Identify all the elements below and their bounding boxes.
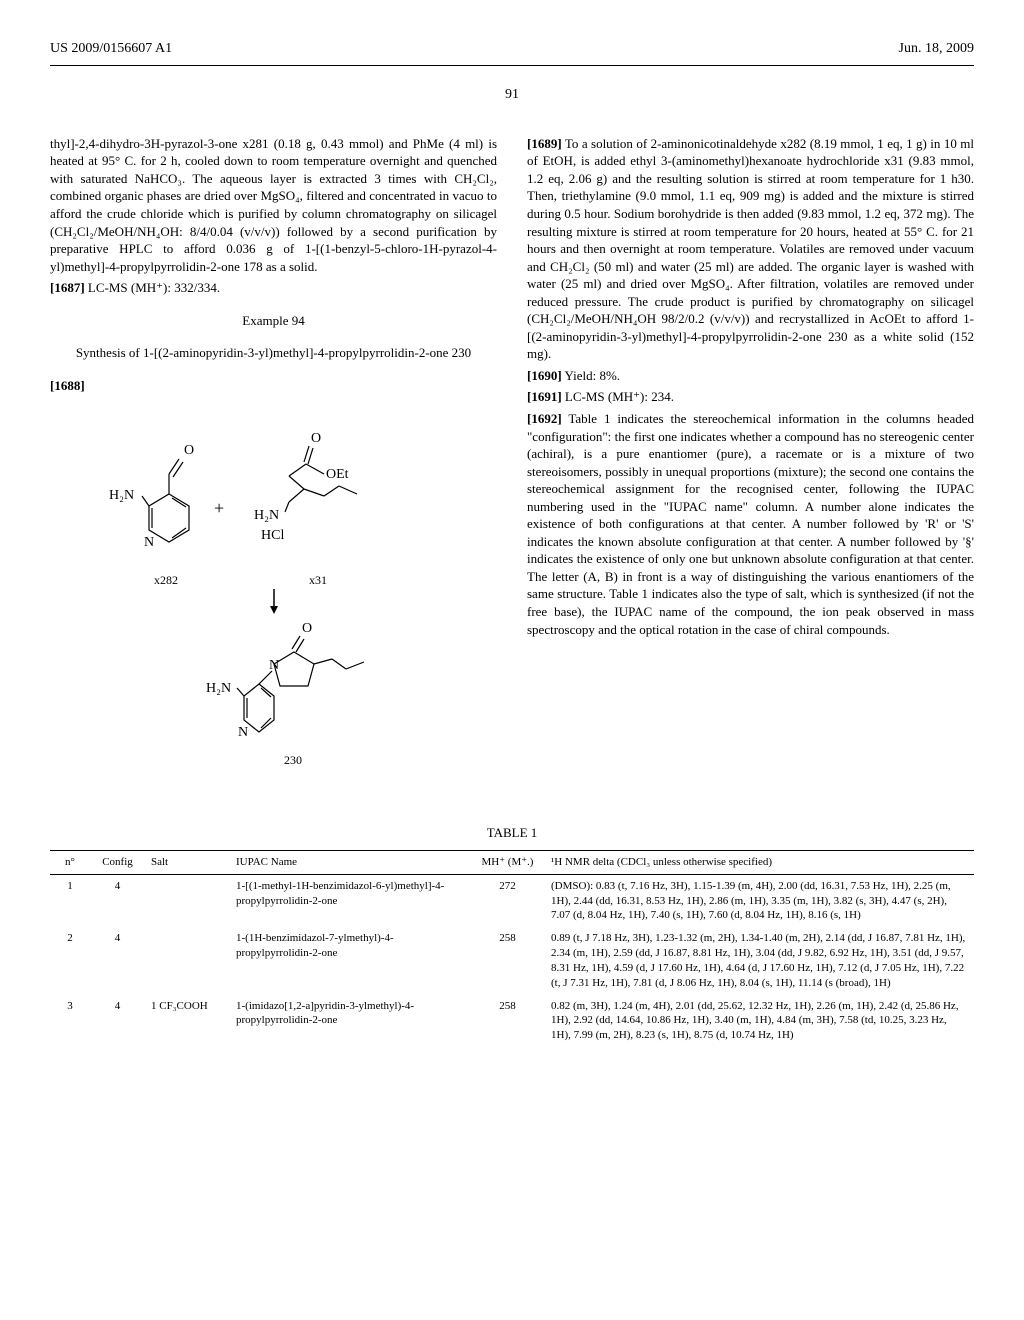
para-number: [1690]: [527, 368, 562, 383]
main-content: thyl]-2,4-dihydro-3H-pyrazol-3-one x281 …: [50, 135, 974, 795]
page-number: 91: [50, 86, 974, 105]
header-nmr: ¹H NMR delta (CDCl₃ unless otherwise spe…: [545, 850, 974, 874]
paragraph-1691: [1691] LC-MS (MH⁺): 234.: [527, 388, 974, 406]
right-column: [1689] To a solution of 2-aminonicotinal…: [527, 135, 974, 795]
table-header-row: n° Config Salt IUPAC Name MH⁺ (M⁺.) ¹H N…: [50, 850, 974, 874]
structure-diagram: O N H₂N x282: [84, 414, 464, 774]
cell-salt: [145, 874, 230, 927]
cell-mh: 258: [470, 995, 545, 1048]
para-number: [1688]: [50, 378, 85, 393]
cell-mh: 272: [470, 874, 545, 927]
structure-x31: O OEt H₂N: [254, 431, 357, 543]
para-text: To a solution of 2-aminonicotinaldehyde …: [527, 136, 974, 362]
table-title: TABLE 1: [50, 824, 974, 842]
patent-number: US 2009/0156607 A1: [50, 40, 172, 59]
para-number: [1692]: [527, 411, 562, 426]
para-text: LC-MS (MH⁺): 234.: [562, 389, 674, 404]
header-rule: [50, 65, 974, 66]
cell-mh: 258: [470, 927, 545, 994]
cell-iupac: 1-(imidazo[1,2-a]pyridin-3-ylmethyl)-4-p…: [230, 995, 470, 1048]
example-heading: Example 94: [50, 312, 497, 330]
para-number: [1689]: [527, 136, 562, 151]
svg-text:O: O: [302, 621, 312, 636]
paragraph-1690: [1690] Yield: 8%.: [527, 367, 974, 385]
table-row: 2 4 1-(1H-benzimidazol-7-ylmethyl)-4-pro…: [50, 927, 974, 994]
svg-text:N: N: [269, 658, 279, 673]
para-number: [1687]: [50, 280, 85, 295]
struct-label-230: 230: [284, 753, 302, 767]
para-text: Yield: 8%.: [562, 368, 620, 383]
table-row: 3 4 1 CF₃COOH 1-(imidazo[1,2-a]pyridin-3…: [50, 995, 974, 1048]
svg-text:+: +: [214, 498, 224, 518]
svg-text:O: O: [184, 443, 194, 458]
header-mh: MH⁺ (M⁺.): [470, 850, 545, 874]
cell-salt: 1 CF₃COOH: [145, 995, 230, 1048]
svg-text:N: N: [144, 535, 154, 550]
cell-nmr: (DMSO): 0.83 (t, 7.16 Hz, 3H), 1.15-1.39…: [545, 874, 974, 927]
para-text: Table 1 indicates the stereochemical inf…: [527, 411, 974, 637]
left-column: thyl]-2,4-dihydro-3H-pyrazol-3-one x281 …: [50, 135, 497, 795]
cell-n: 3: [50, 995, 90, 1048]
publication-date: Jun. 18, 2009: [899, 40, 974, 59]
synthesis-title: Synthesis of 1-[(2-aminopyridin-3-yl)met…: [50, 344, 497, 362]
cell-n: 2: [50, 927, 90, 994]
struct-label-x282: x282: [154, 573, 178, 587]
cell-config: 4: [90, 995, 145, 1048]
cell-config: 4: [90, 874, 145, 927]
chemical-structures: O N H₂N x282: [50, 414, 497, 774]
para-text: LC-MS (MH⁺): 332/334.: [85, 280, 220, 295]
header-salt: Salt: [145, 850, 230, 874]
table-1: n° Config Salt IUPAC Name MH⁺ (M⁺.) ¹H N…: [50, 850, 974, 1047]
paragraph-continuation: thyl]-2,4-dihydro-3H-pyrazol-3-one x281 …: [50, 135, 497, 275]
structure-230: O N N: [206, 621, 364, 740]
table-body: 1 4 1-[(1-methyl-1H-benzimidazol-6-yl)me…: [50, 874, 974, 1047]
cell-iupac: 1-(1H-benzimidazol-7-ylmethyl)-4-propylp…: [230, 927, 470, 994]
cell-nmr: 0.82 (m, 3H), 1.24 (m, 4H), 2.01 (dd, 25…: [545, 995, 974, 1048]
struct-label-x31: x31: [309, 573, 327, 587]
paragraph-1687: [1687] LC-MS (MH⁺): 332/334.: [50, 279, 497, 297]
page-header: US 2009/0156607 A1 Jun. 18, 2009: [50, 40, 974, 59]
cell-nmr: 0.89 (t, J 7.18 Hz, 3H), 1.23-1.32 (m, 2…: [545, 927, 974, 994]
svg-text:N: N: [238, 725, 248, 740]
header-n: n°: [50, 850, 90, 874]
svg-text:H₂N: H₂N: [206, 681, 231, 696]
table-1-container: TABLE 1 n° Config Salt IUPAC Name MH⁺ (M…: [50, 824, 974, 1047]
paragraph-1689: [1689] To a solution of 2-aminonicotinal…: [527, 135, 974, 363]
header-iupac: IUPAC Name: [230, 850, 470, 874]
cell-salt: [145, 927, 230, 994]
svg-text:H₂N: H₂N: [254, 508, 279, 523]
svg-text:OEt: OEt: [326, 467, 349, 482]
cell-iupac: 1-[(1-methyl-1H-benzimidazol-6-yl)methyl…: [230, 874, 470, 927]
paragraph-1692: [1692] Table 1 indicates the stereochemi…: [527, 410, 974, 638]
svg-text:HCl: HCl: [261, 528, 284, 543]
para-number: [1691]: [527, 389, 562, 404]
cell-config: 4: [90, 927, 145, 994]
table-row: 1 4 1-[(1-methyl-1H-benzimidazol-6-yl)me…: [50, 874, 974, 927]
header-config: Config: [90, 850, 145, 874]
svg-text:H₂N: H₂N: [109, 488, 134, 503]
paragraph-1688: [1688]: [50, 377, 497, 395]
svg-text:O: O: [311, 431, 321, 446]
structure-x282: O N H₂N: [109, 443, 194, 550]
cell-n: 1: [50, 874, 90, 927]
